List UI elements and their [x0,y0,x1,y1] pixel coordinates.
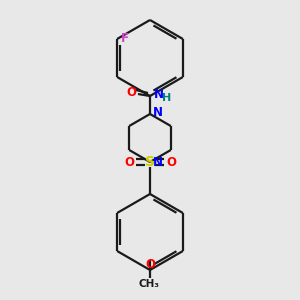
Text: O: O [126,86,136,100]
Text: N: N [153,106,163,118]
Text: O: O [124,155,134,169]
Text: N: N [153,157,163,169]
Text: CH₃: CH₃ [139,279,160,289]
Text: F: F [121,32,129,44]
Text: N: N [154,88,164,100]
Text: O: O [166,155,176,169]
Text: S: S [145,155,155,169]
Text: O: O [145,257,155,271]
Text: H: H [162,93,171,103]
